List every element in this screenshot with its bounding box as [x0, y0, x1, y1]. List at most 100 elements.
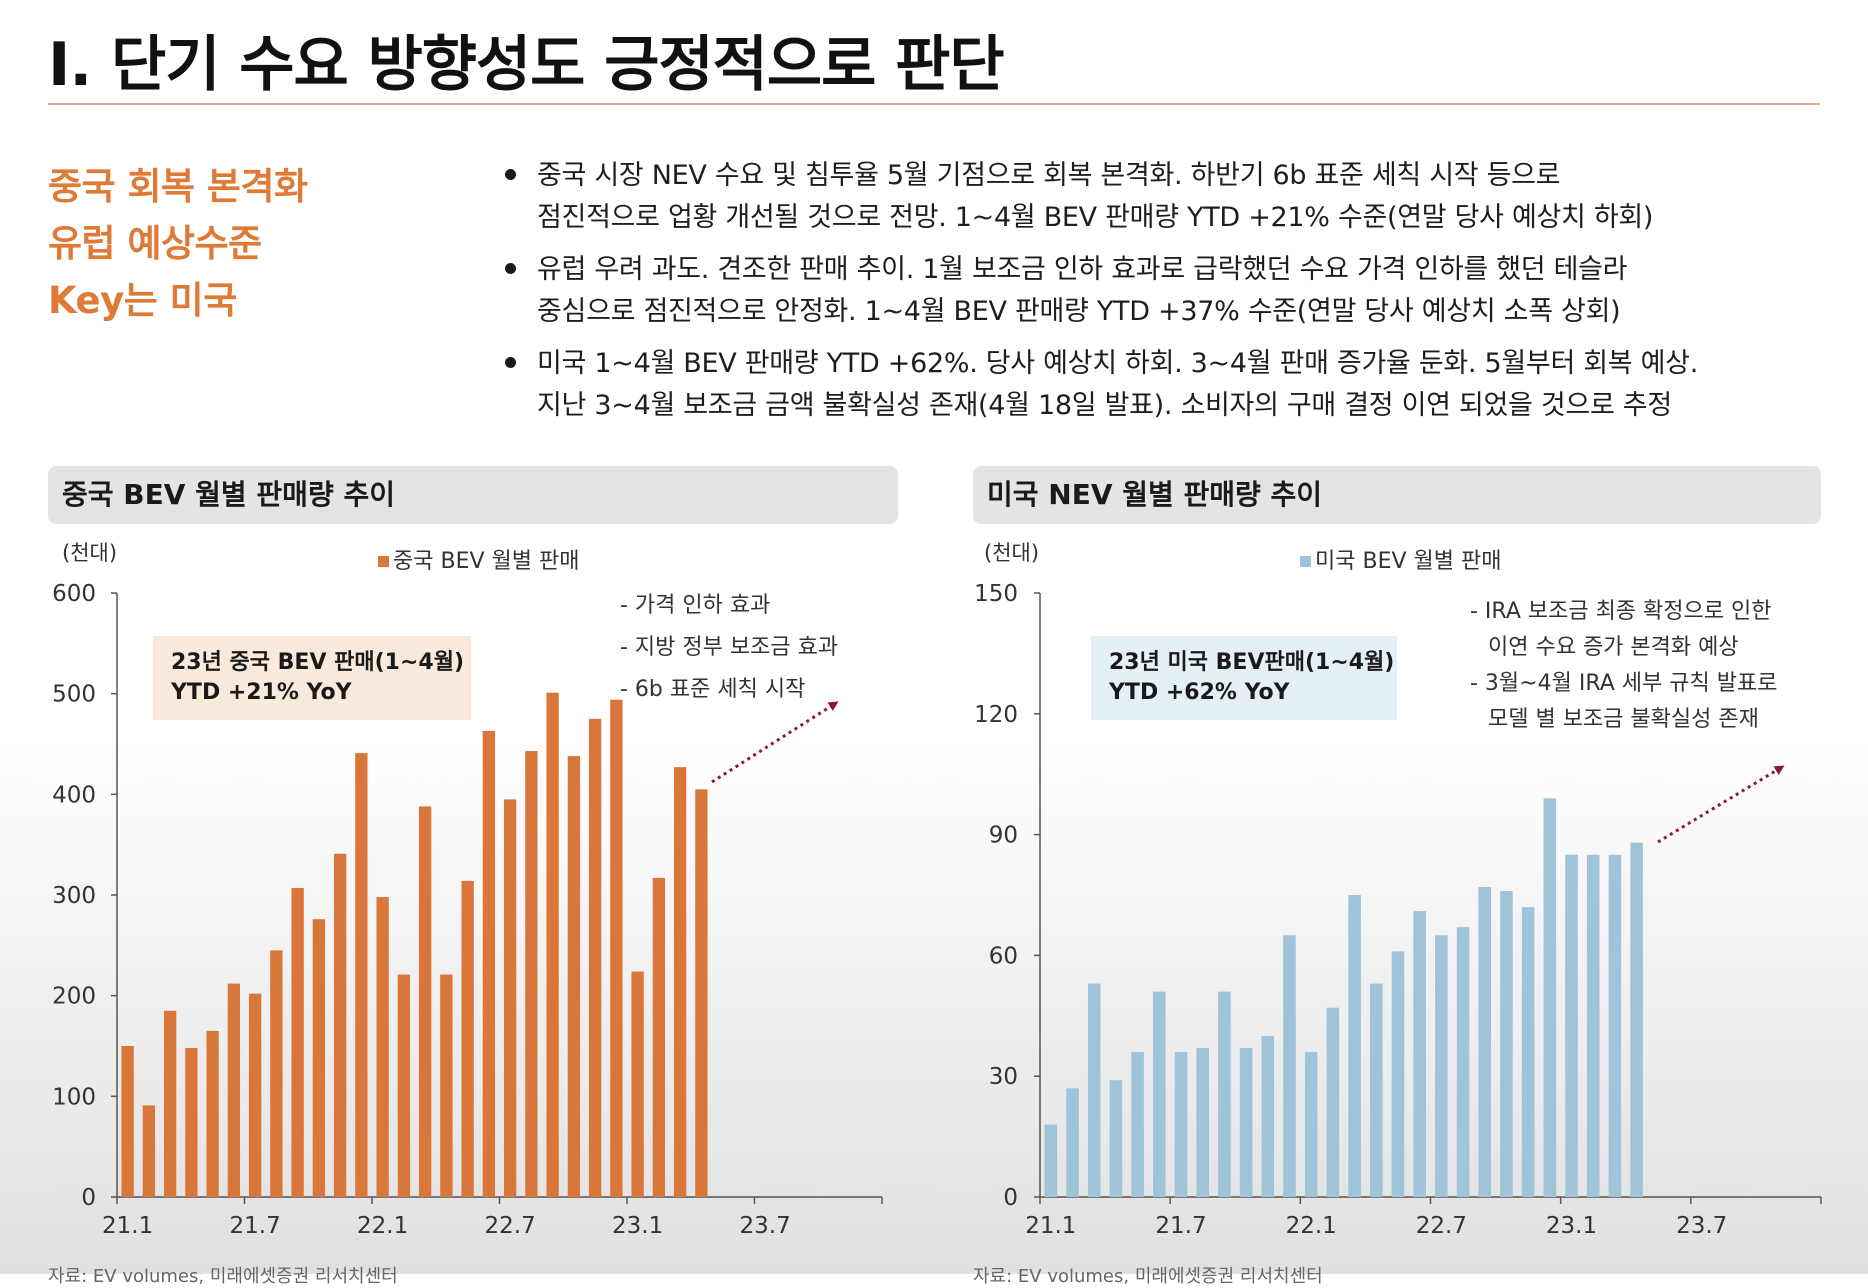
- bar: [610, 699, 623, 1197]
- bar: [482, 730, 496, 1197]
- y-tick-label: 150: [974, 581, 1018, 607]
- bullet-dot-icon: [505, 357, 516, 368]
- bar: [270, 950, 283, 1197]
- source-left: 자료: EV volumes, 미래에셋증권 리서치센터: [48, 1266, 398, 1287]
- x-tick-label: 21.7: [230, 1213, 281, 1239]
- bar: [1608, 854, 1622, 1197]
- annotation-box: [153, 636, 471, 720]
- annotation-box-line: 23년 중국 BEV 판매(1~4월): [171, 650, 464, 675]
- x-tick-label: 21.1: [1025, 1213, 1076, 1239]
- bar: [291, 887, 304, 1197]
- bar: [1326, 1007, 1340, 1197]
- bar: [1044, 1124, 1058, 1197]
- x-tick-label: 22.1: [1286, 1213, 1337, 1239]
- bar: [185, 1048, 198, 1197]
- annotation-box: [1091, 636, 1397, 720]
- bar: [163, 1010, 177, 1197]
- bar: [418, 806, 432, 1197]
- legend-swatch: [1300, 556, 1311, 567]
- note-line: - 지방 정부 보조금 효과: [620, 635, 838, 660]
- takeaway-usa: Key는 미국: [48, 279, 237, 322]
- x-tick-label: 22.7: [485, 1213, 536, 1239]
- usa-nev-chart: (천대) 미국 BEV 월별 판매 0 30 60 90 120 150 21.1 21.7 22.…: [974, 541, 1822, 1239]
- y-tick-label: 0: [81, 1185, 96, 1211]
- y-tick-label: 300: [52, 883, 96, 909]
- legend-label: 중국 BEV 월별 판매: [393, 549, 579, 574]
- bar: [1348, 895, 1361, 1197]
- bar: [652, 877, 666, 1197]
- bar: [1109, 1080, 1123, 1197]
- bar: [1304, 1052, 1318, 1197]
- bar: [1174, 1052, 1188, 1197]
- y-unit-label: (천대): [62, 541, 117, 565]
- bar: [1153, 991, 1166, 1197]
- bar: [1586, 854, 1600, 1197]
- bar: [567, 756, 581, 1197]
- y-tick-label: 0: [1003, 1185, 1018, 1211]
- bar: [503, 799, 517, 1197]
- annotation-box-line: YTD +21% YoY: [170, 680, 353, 705]
- bullet-line: 중국 시장 NEV 수요 및 침투율 5월 기점으로 회복 본격화. 하반기 6…: [537, 160, 1561, 191]
- annotation-box-line: YTD +62% YoY: [1108, 680, 1291, 705]
- bar: [631, 971, 644, 1197]
- y-tick-label: 100: [52, 1084, 96, 1110]
- bar: [1478, 886, 1492, 1197]
- bullet-china: 중국 시장 NEV 수요 및 침투율 5월 기점으로 회복 본격화. 하반기 6…: [505, 155, 1835, 239]
- bar: [461, 880, 474, 1197]
- usa-chart-header: 미국 NEV 월별 판매량 추이: [973, 466, 1821, 524]
- y-tick-label: 500: [52, 682, 96, 708]
- x-tick-label: 21.1: [102, 1213, 153, 1239]
- bar: [142, 1105, 156, 1197]
- source-right: 자료: EV volumes, 미래에셋증권 리서치센터: [973, 1266, 1323, 1287]
- bar: [1630, 842, 1643, 1197]
- bullet-list: 중국 시장 NEV 수요 및 침투율 5월 기점으로 회복 본격화. 하반기 6…: [505, 155, 1835, 437]
- bar: [525, 751, 538, 1197]
- note-line: - IRA 보조금 최종 확정으로 인한: [1470, 599, 1771, 624]
- bullet-line: 중심으로 점진적으로 안정화. 1~4월 BEV 판매량 YTD +37% 수준…: [537, 296, 1621, 327]
- bar: [1391, 951, 1405, 1197]
- y-unit-label: (천대): [984, 541, 1039, 565]
- key-takeaways: 중국 회복 본격화 유럽 예상수준 Key는 미국: [48, 158, 308, 329]
- bar: [1131, 1052, 1144, 1197]
- bar: [1521, 907, 1535, 1197]
- china-chart-header: 중국 BEV 월별 판매량 추이: [48, 466, 898, 524]
- bar: [1413, 911, 1426, 1197]
- y-tick-label: 600: [52, 581, 96, 607]
- bar: [1283, 935, 1296, 1197]
- bar: [121, 1046, 134, 1197]
- note-line: - 가격 인하 효과: [620, 593, 770, 618]
- annotation-box-line: 23년 미국 BEV판매(1~4월): [1109, 650, 1394, 675]
- bar: [376, 897, 389, 1197]
- y-tick-label: 200: [52, 984, 96, 1010]
- bar: [1435, 935, 1448, 1197]
- y-tick-label: 90: [989, 823, 1018, 849]
- note-line: 이연 수요 증가 본격화 예상: [1488, 635, 1739, 660]
- bullet-line: 점진적으로 업황 개선될 것으로 전망. 1~4월 BEV 판매량 YTD +2…: [537, 202, 1654, 233]
- x-tick-label: 23.1: [612, 1213, 663, 1239]
- x-tick-label: 23.1: [1546, 1213, 1597, 1239]
- bar: [546, 692, 559, 1197]
- bar: [695, 789, 708, 1197]
- bar: [397, 974, 411, 1197]
- bar: [312, 919, 326, 1197]
- x-tick-label: 22.1: [357, 1213, 408, 1239]
- bar: [1369, 983, 1383, 1197]
- bar: [588, 718, 602, 1197]
- bar: [333, 853, 347, 1197]
- x-tick-label: 22.7: [1416, 1213, 1467, 1239]
- y-tick-label: 400: [52, 782, 96, 808]
- bar: [1196, 1048, 1209, 1197]
- legend-swatch: [378, 556, 389, 567]
- bar: [227, 983, 241, 1197]
- takeaway-europe: 유럽 예상수준: [48, 222, 262, 265]
- bullet-line: 유럽 우려 과도. 견조한 판매 추이. 1월 보조금 인하 효과로 급락했던 …: [537, 254, 1628, 285]
- bar: [673, 767, 687, 1197]
- x-tick-label: 23.7: [1676, 1213, 1727, 1239]
- takeaway-china: 중국 회복 본격화: [48, 165, 308, 208]
- y-tick-label: 30: [989, 1064, 1018, 1090]
- bar: [1565, 854, 1578, 1197]
- trend-arrow: [1657, 765, 1785, 844]
- y-tick-label: 60: [989, 943, 1018, 969]
- x-tick-label: 21.7: [1155, 1213, 1206, 1239]
- title-divider: [48, 103, 1820, 105]
